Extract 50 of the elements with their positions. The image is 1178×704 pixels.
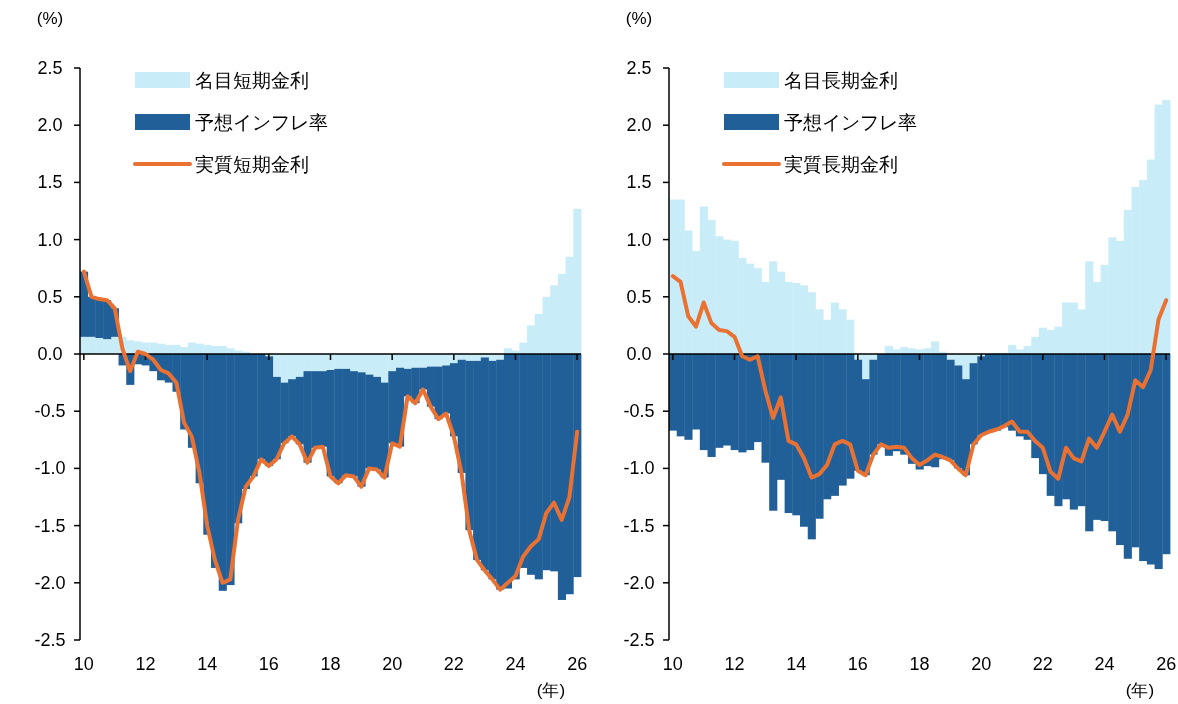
y-tick-label: 0.5 <box>626 286 652 307</box>
x-tick-label: 24 <box>1094 654 1115 674</box>
legend-label: 予想インフレ率 <box>195 112 328 133</box>
x-tick-label: 10 <box>662 654 683 674</box>
legend-label: 実質短期金利 <box>195 154 309 175</box>
y-tick-label: 1.0 <box>37 229 63 250</box>
y-tick-label: 1.0 <box>626 229 652 250</box>
x-tick-label: 16 <box>847 654 868 674</box>
y-tick-label: 1.5 <box>626 172 652 193</box>
x-tick-label: 12 <box>724 654 745 674</box>
x-tick-label: 26 <box>567 654 588 674</box>
y-tick-label: -0.5 <box>623 401 655 422</box>
x-tick-label: 20 <box>971 654 992 674</box>
y-tick-label: -2.5 <box>623 630 655 650</box>
x-tick-label: 26 <box>1156 654 1177 674</box>
y-tick-label: -1.0 <box>34 458 66 479</box>
y-tick-label: -2.0 <box>623 572 655 593</box>
x-tick-label: 14 <box>197 654 218 674</box>
legend-label: 予想インフレ率 <box>784 112 917 133</box>
y-tick-label: -2.5 <box>34 630 66 650</box>
legend-label: 名目長期金利 <box>784 70 898 91</box>
y-tick-label: -0.5 <box>34 401 66 422</box>
y-tick-label: 0.5 <box>37 286 63 307</box>
y-tick-label: 1.5 <box>37 172 63 193</box>
y-tick-label: 2.5 <box>626 58 652 78</box>
x-tick-label: 12 <box>135 654 156 674</box>
x-tick-label: 22 <box>1032 654 1053 674</box>
x-tick-label: 24 <box>505 654 526 674</box>
y-tick-label: 2.5 <box>37 58 63 78</box>
legend-label: 実質長期金利 <box>784 154 898 175</box>
x-tick-label: 20 <box>382 654 403 674</box>
x-tick-label: 18 <box>909 654 930 674</box>
y-tick-label: -2.0 <box>34 572 66 593</box>
y-tick-label: 2.0 <box>626 115 652 136</box>
y-tick-label: 2.0 <box>37 115 63 136</box>
x-axis-title: (年) <box>1125 681 1155 700</box>
y-tick-label: -1.5 <box>34 515 66 536</box>
x-axis-title: (年) <box>536 681 566 700</box>
x-tick-label: 18 <box>320 654 341 674</box>
y-axis-title: (%) <box>36 9 64 28</box>
y-tick-label: 0.0 <box>626 344 652 364</box>
x-tick-label: 16 <box>258 654 279 674</box>
legend-label: 名目短期金利 <box>195 70 309 91</box>
x-tick-label: 10 <box>73 654 94 674</box>
x-tick-label: 14 <box>786 654 807 674</box>
y-axis-title: (%) <box>625 9 653 28</box>
y-tick-label: -1.0 <box>623 458 655 479</box>
y-tick-label: 0.0 <box>37 344 63 364</box>
x-tick-label: 22 <box>443 654 464 674</box>
y-tick-label: -1.5 <box>623 515 655 536</box>
